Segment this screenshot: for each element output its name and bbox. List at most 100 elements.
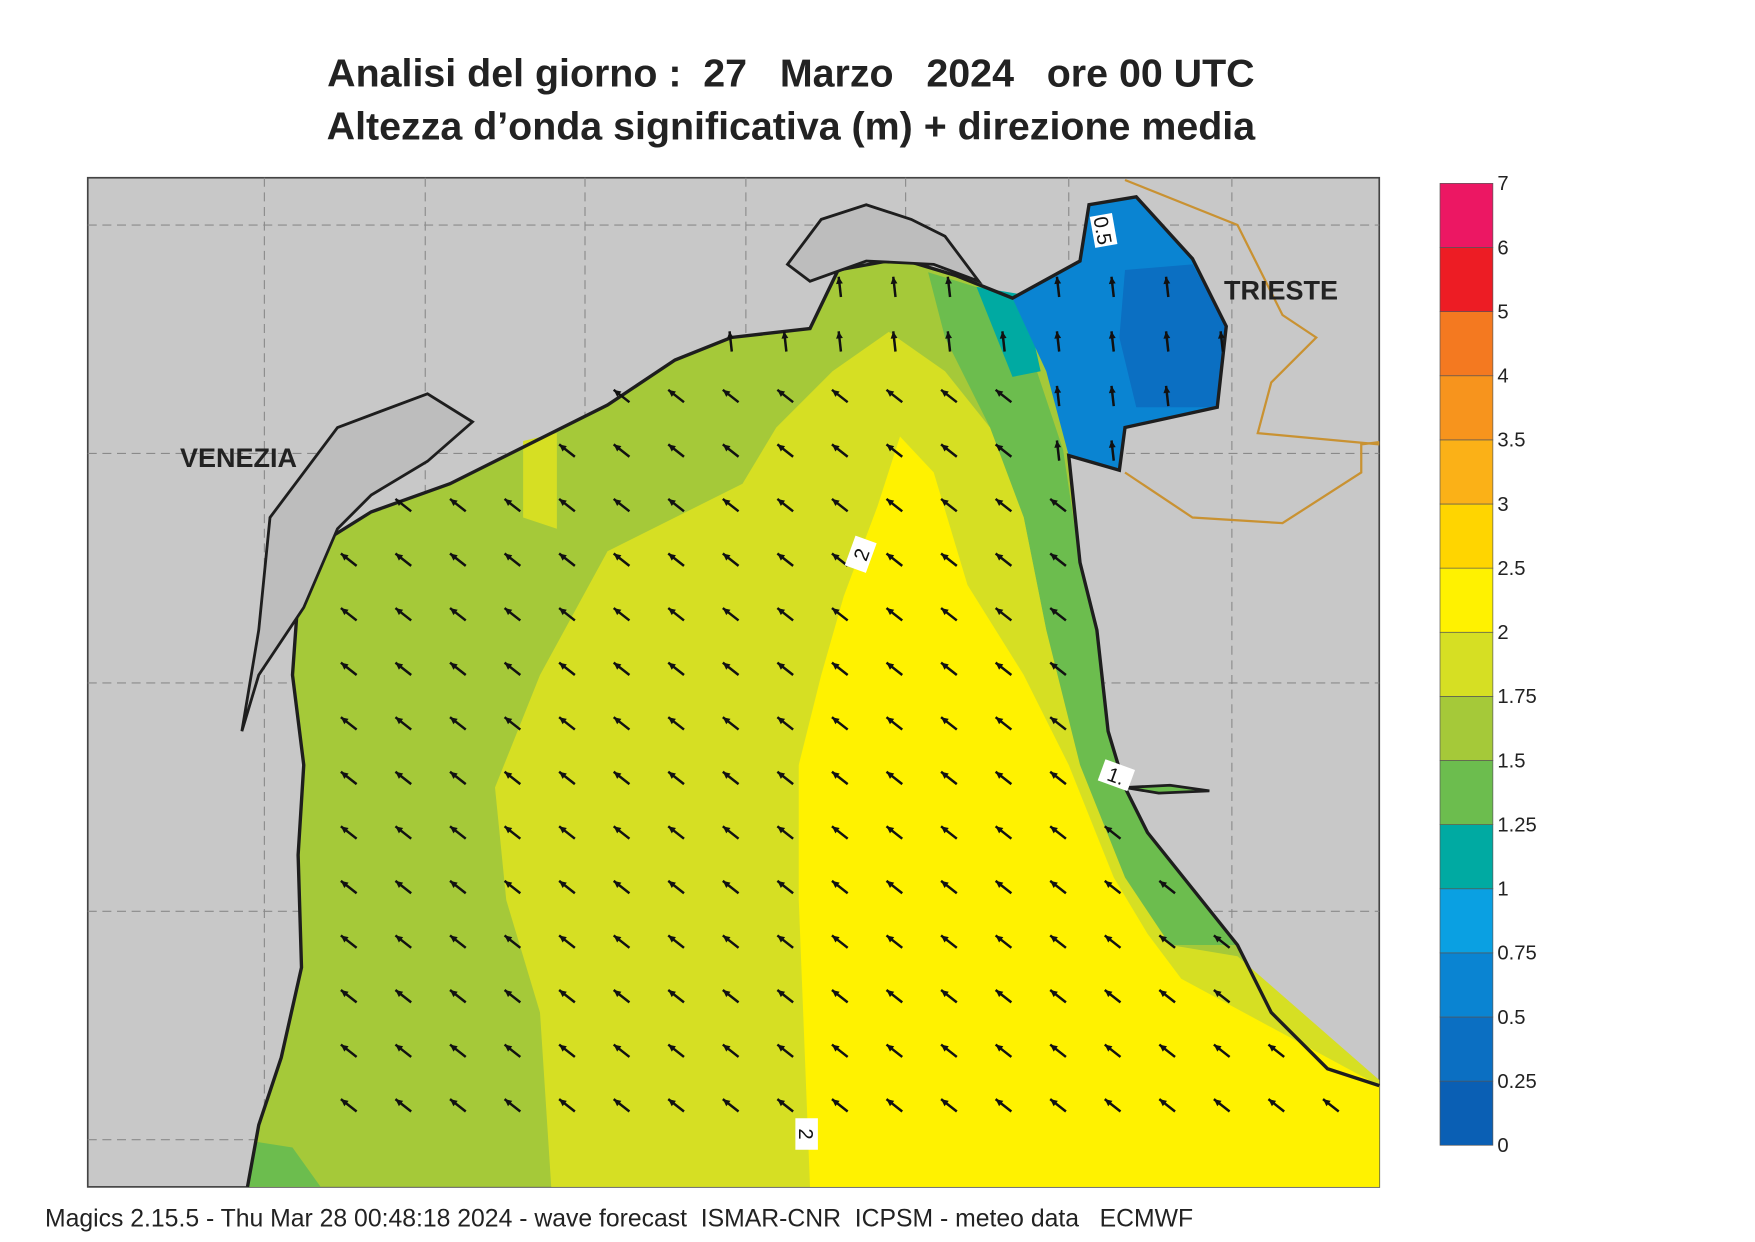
arrow-head: [886, 990, 895, 998]
colorbar-label: 2.5: [1497, 558, 1525, 580]
arrow-head: [995, 389, 1004, 397]
arrow-head: [941, 771, 949, 779]
arrow-head: [668, 771, 676, 779]
arrow-head: [941, 935, 949, 943]
arrow-head: [450, 662, 458, 670]
arrow-head: [1050, 1099, 1058, 1107]
arrow-head: [340, 990, 349, 998]
colorbar-label: 0.5: [1497, 1007, 1525, 1029]
arrow-head: [559, 771, 567, 779]
arrow-head: [1268, 1044, 1277, 1052]
arrow-head: [668, 444, 676, 452]
arrow-head: [340, 608, 349, 616]
arrow-head: [995, 553, 1004, 561]
arrow-head: [559, 717, 567, 725]
arrow-head: [450, 990, 458, 998]
arrow-head: [559, 935, 567, 943]
arrow-head: [613, 553, 622, 561]
lagoon: [785, 203, 983, 285]
arrow-head: [941, 553, 949, 561]
map: VENEZIA TRIESTE 0.5 1. 2 2: [86, 176, 1381, 1188]
arrow-head: [945, 331, 952, 339]
arrow-head: [1054, 385, 1062, 394]
arrow-head: [777, 771, 786, 779]
arrow-head: [941, 880, 949, 888]
arrow-head: [1108, 385, 1116, 394]
colorbar-label: 0.25: [1497, 1071, 1536, 1093]
arrow-head: [613, 990, 622, 998]
arrow-head: [831, 608, 840, 616]
arrow-head: [1218, 331, 1225, 339]
arrow-head: [395, 771, 404, 779]
colorbar-swatch: [1439, 696, 1494, 761]
colorbar-label: 1.5: [1497, 750, 1525, 772]
arrow-head: [668, 1099, 676, 1107]
colorbar-label: 0.75: [1497, 943, 1536, 965]
arrow-head: [777, 717, 786, 725]
arrow-head: [1050, 771, 1058, 779]
arrow-head: [613, 717, 622, 725]
place-label: VENEZIA: [180, 443, 297, 473]
arrow-head: [504, 717, 513, 725]
arrow-head: [1050, 826, 1058, 834]
arrow-head: [1163, 331, 1171, 339]
colorbar-swatch: [1439, 888, 1494, 954]
arrow-head: [831, 498, 840, 507]
arrow-head: [886, 662, 895, 670]
arrow-head: [886, 826, 895, 834]
arrow-head: [1108, 276, 1116, 285]
arrow-head: [1159, 880, 1168, 888]
arrow-head: [613, 444, 622, 452]
arrow-head: [722, 444, 731, 452]
arrow-head: [504, 662, 513, 670]
arrow-head: [613, 498, 622, 507]
peninsula: [1124, 783, 1210, 795]
colorbar: 0 0.25 0.5 0.75 1 1.25 1.5 1.75 2 2.5 3 3.5 4 5 6 7: [1439, 173, 1537, 1157]
colorbar-swatch: [1439, 952, 1494, 1018]
arrow-head: [395, 717, 404, 725]
colorbar-label: 6: [1497, 237, 1508, 259]
arrow-head: [777, 826, 786, 834]
arrow-head: [945, 276, 952, 285]
arrow-head: [450, 771, 458, 779]
arrow-head: [450, 880, 458, 888]
arrow-head: [941, 608, 949, 616]
arrow-head: [777, 553, 786, 561]
colorbar-label: 1.25: [1497, 814, 1536, 836]
arrow-head: [886, 1099, 895, 1107]
arrow-head: [668, 717, 676, 725]
arrow-head: [613, 1044, 622, 1052]
arrow-head: [613, 662, 622, 670]
arrow-head: [1050, 880, 1058, 888]
arrow-head: [941, 444, 949, 452]
contour-label: 2: [844, 535, 877, 573]
arrow-head: [504, 1044, 513, 1052]
arrow-head: [450, 1044, 458, 1052]
colorbar-swatch: [1439, 311, 1494, 377]
arrow-head: [1104, 990, 1113, 998]
arrow-head: [777, 935, 786, 943]
arrow-head: [995, 608, 1004, 616]
contour-label-text: 1.: [1104, 764, 1127, 790]
contour-labels: 0.5 1. 2 2: [794, 212, 1136, 1150]
zone: [1119, 264, 1227, 408]
arrow-head: [613, 608, 622, 616]
arrow-head: [1323, 1099, 1331, 1107]
arrow-head: [450, 498, 458, 507]
arrow-head: [559, 1099, 567, 1107]
arrow-head: [831, 990, 840, 998]
arrow-head: [395, 1099, 404, 1107]
arrow-head: [613, 826, 622, 834]
colorbar-label: 3.5: [1497, 430, 1525, 452]
contour-label-text: 0.5: [1088, 215, 1115, 247]
arrow-head: [995, 990, 1004, 998]
arrow-head: [504, 608, 513, 616]
arrow-head: [995, 444, 1004, 452]
arrow-head: [831, 1044, 840, 1052]
arrow-head: [1050, 553, 1058, 561]
arrow-head: [726, 331, 734, 339]
arrow-head: [1213, 1099, 1222, 1107]
arrow-head: [668, 990, 676, 998]
arrow-head: [340, 826, 349, 834]
